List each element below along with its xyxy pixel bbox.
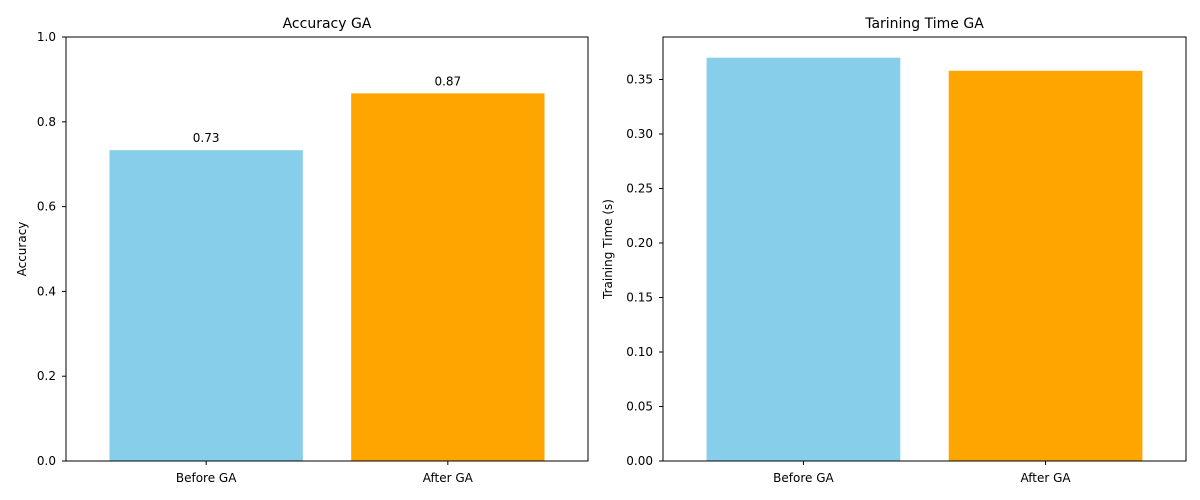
y-tick-label: 0.00 xyxy=(626,454,653,468)
x-tick-label: After GA xyxy=(1020,471,1071,485)
y-axis-label: Accuracy xyxy=(15,222,29,277)
y-axis-label: Training Time (s) xyxy=(601,199,615,300)
y-tick-label: 0.35 xyxy=(626,73,653,87)
plot-frame xyxy=(65,36,589,462)
y-tick-label: 0.15 xyxy=(626,291,653,305)
x-tick-label: Before GA xyxy=(176,471,237,485)
y-tick-label: 0.30 xyxy=(626,127,653,141)
bar-after-ga xyxy=(351,93,545,461)
y-tick-label: 0.25 xyxy=(626,182,653,196)
y-tick-label: 0.0 xyxy=(37,454,56,468)
y-tick-label: 0.4 xyxy=(37,284,56,298)
chart-title: Accuracy GA xyxy=(283,16,372,32)
y-tick-label: 0.2 xyxy=(37,369,56,383)
training-time-chart: 0.00 0.05 0.10 0.15 0.20 0.25 0.30 0.35 Before G… xyxy=(601,16,1187,485)
plot-frame xyxy=(662,36,1187,462)
bar-after-ga xyxy=(948,70,1143,461)
y-tick-label: 0.05 xyxy=(626,400,653,414)
y-tick-label: 0.8 xyxy=(37,115,56,129)
accuracy-chart: 0.73 0.87 0.0 0.2 0.4 0.6 0.8 1.0 Before GA After… xyxy=(15,16,589,485)
y-tick-label: 1.0 xyxy=(37,30,56,44)
bar-value-label: 0.87 xyxy=(434,74,461,88)
chart-title: Tarining Time GA xyxy=(864,16,984,32)
y-tick-label: 0.10 xyxy=(626,345,653,359)
bar-value-label: 0.73 xyxy=(193,131,220,145)
bar-before-ga xyxy=(109,150,303,461)
y-tick-label: 0.6 xyxy=(37,200,56,214)
y-tick-label: 0.20 xyxy=(626,236,653,250)
x-tick-label: After GA xyxy=(423,471,474,485)
bar-before-ga xyxy=(706,57,901,462)
x-tick-label: Before GA xyxy=(773,471,834,485)
